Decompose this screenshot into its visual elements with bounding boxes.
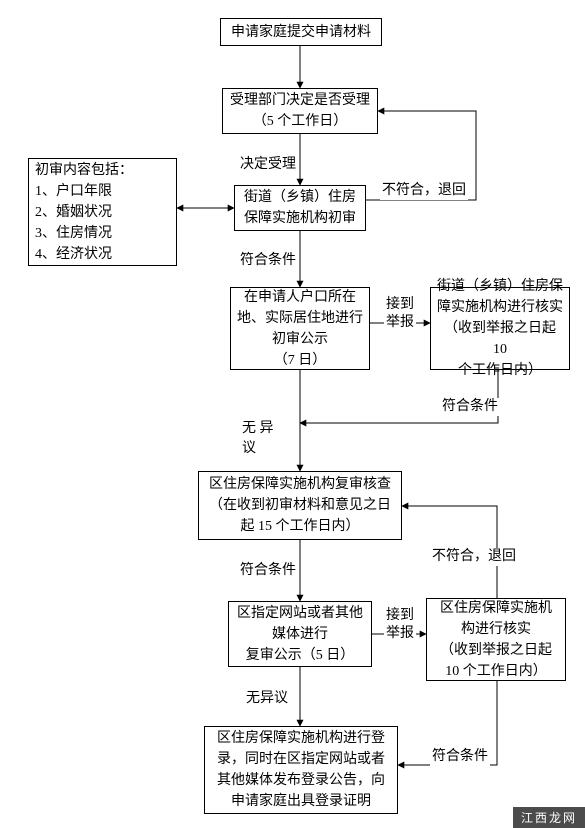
label-noobj2: 无异议 (244, 690, 290, 708)
text-line1: 街道（乡镇）住房 (244, 187, 356, 208)
label-accept: 决定受理 (238, 156, 298, 174)
l3: 复审公示（5 日） (246, 645, 355, 666)
node-street-verify: 街道（乡镇）住房保 障实施机构进行核实 （收到举报之日起 10 个工作日内） (430, 287, 570, 370)
text: 申请家庭提交申请材料 (231, 22, 371, 43)
l1: 街道（乡镇）住房保 (437, 276, 563, 297)
l2: 构进行核实 (461, 619, 531, 640)
l1: 在申请人户口所在 (244, 287, 356, 308)
l3: （收到举报之日起 10 (437, 318, 563, 360)
node-review-publicity: 区指定网站或者其他 媒体进行 复审公示（5 日） (228, 601, 372, 667)
node-submit-materials: 申请家庭提交申请材料 (220, 18, 382, 46)
text-line2: 保障实施机构初审 (244, 208, 356, 229)
l3: 起 15 个工作日内） (241, 516, 360, 537)
l2: 媒体进行 (272, 624, 328, 645)
label-reject2: 不符合，退回 (430, 548, 518, 566)
l4: （7 日） (274, 350, 327, 371)
label-report1b: 举报 (384, 314, 416, 332)
node-register: 区住房保障实施机构进行登 录，同时在区指定网站或者 其他媒体发布登录公告，向 申… (204, 726, 398, 814)
label-report2b: 举报 (384, 625, 416, 643)
li4: 4、经济状况 (35, 244, 112, 265)
l4: 个工作日内） (458, 360, 542, 381)
l4: 10 个工作日内） (445, 661, 547, 682)
l4: 申请家庭出具登录证明 (231, 791, 371, 812)
l2: 录，同时在区指定网站或者 (217, 749, 385, 770)
l3: 其他媒体发布登录公告，向 (217, 770, 385, 791)
l2: （在收到初审材料和意见之日 (209, 495, 391, 516)
label-report2a: 接到 (384, 607, 416, 625)
node-district-verify: 区住房保障实施机 构进行核实 （收到举报之日起 10 个工作日内） (426, 598, 566, 681)
label-cond-v1: 符合条件 (440, 398, 500, 416)
l3: 初审公示 (272, 329, 328, 350)
li2: 2、婚姻状况 (35, 202, 112, 223)
node-district-review: 区住房保障实施机构复审核查 （在收到初审材料和意见之日 起 15 个工作日内） (198, 471, 402, 540)
node-street-initial-review: 街道（乡镇）住房 保障实施机构初审 (234, 185, 366, 231)
l3: （收到举报之日起 (440, 640, 552, 661)
title: 初审内容包括： (35, 160, 133, 181)
node-review-content: 初审内容包括： 1、户口年限 2、婚姻状况 3、住房情况 4、经济状况 (28, 158, 177, 266)
node-initial-publicity: 在申请人户口所在 地、实际居住地进行 初审公示 （7 日） (230, 287, 370, 370)
l2: 障实施机构进行核实 (437, 297, 563, 318)
l1: 区住房保障实施机构复审核查 (209, 474, 391, 495)
label-report1a: 接到 (384, 296, 416, 314)
label-cond-v2: 符合条件 (430, 748, 490, 766)
l1: 区住房保障实施机构进行登 (217, 728, 385, 749)
label-cond1: 符合条件 (238, 252, 298, 270)
text-line2: （5 个工作日） (253, 111, 348, 132)
l1: 区指定网站或者其他 (237, 603, 363, 624)
label-noobj1a: 无 异 (240, 420, 276, 438)
node-accept-decision: 受理部门决定是否受理 （5 个工作日） (222, 88, 378, 134)
label-reject1: 不符合，退回 (380, 182, 468, 200)
li1: 1、户口年限 (35, 181, 112, 202)
label-cond2: 符合条件 (238, 562, 298, 580)
text-line1: 受理部门决定是否受理 (230, 90, 370, 111)
label-noobj1b: 议 (240, 440, 258, 458)
li3: 3、住房情况 (35, 223, 112, 244)
l2: 地、实际居住地进行 (237, 308, 363, 329)
flowchart-canvas: 申请家庭提交申请材料 受理部门决定是否受理 （5 个工作日） 初审内容包括： 1… (0, 0, 585, 828)
watermark: 江西龙网 (513, 807, 585, 828)
l1: 区住房保障实施机 (440, 598, 552, 619)
